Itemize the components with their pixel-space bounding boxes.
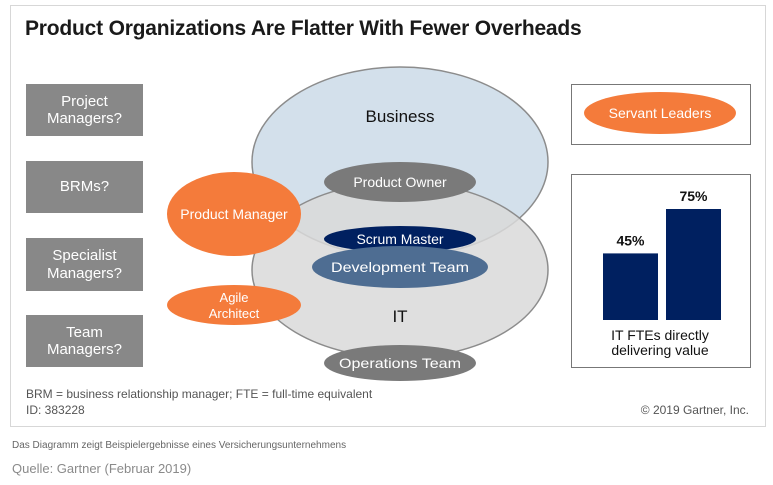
business-label: Business (366, 107, 435, 126)
servant-leaders-box (571, 84, 751, 145)
chart-xlabel-line: IT FTEs directly (611, 327, 709, 343)
bar-data-label: 75% (679, 188, 708, 204)
agile-architect-label-line2: Architect (209, 306, 260, 321)
role-box-project-managers: Project Managers? (26, 84, 143, 136)
product-manager-label: Product Manager (180, 206, 288, 222)
agile-architect-label-line1: Agile (220, 290, 249, 305)
bar-data-label: 45% (616, 232, 645, 248)
bar-1 (603, 253, 658, 320)
servant-leaders-oval (584, 92, 736, 134)
role-box-team-managers: Team Managers? (26, 315, 143, 367)
role-box-label: Specialist Managers? (46, 247, 123, 282)
it-label: IT (392, 307, 407, 326)
scrum-master-label: Scrum Master (356, 231, 443, 247)
product-owner-label: Product Owner (353, 174, 447, 190)
product-owner-oval (324, 162, 476, 202)
servant-leaders-label: Servant Leaders (609, 105, 712, 121)
development-team-label: Development Team (331, 259, 469, 275)
product-manager-oval (167, 172, 301, 256)
role-box-label: Project Managers? (46, 92, 123, 127)
development-team-oval (312, 246, 488, 288)
document-id: ID: 383228 (26, 403, 85, 417)
figure-source: Quelle: Gartner (Februar 2019) (12, 461, 192, 476)
figure-title: Product Organizations Are Flatter With F… (25, 17, 582, 40)
agile-architect-oval (167, 285, 301, 325)
chart-box (571, 174, 751, 368)
role-box-label: BRMs? (59, 178, 110, 196)
role-box-label: Team Managers? (46, 323, 123, 358)
operations-team-oval (324, 345, 476, 381)
scrum-master-oval (324, 226, 476, 252)
footnote: BRM = business relationship manager; FTE… (26, 387, 373, 401)
bar-2 (666, 209, 721, 320)
copyright: © 2019 Gartner, Inc. (640, 403, 749, 417)
chart-xlabel-line: delivering value (611, 342, 708, 358)
role-box-specialist-managers: Specialist Managers? (26, 238, 143, 291)
role-box-brms: BRMs? (26, 161, 143, 213)
figure-caption: Das Diagramm zeigt Beispielergebnisse ei… (12, 440, 347, 451)
operations-team-label: Operations Team (339, 355, 461, 371)
